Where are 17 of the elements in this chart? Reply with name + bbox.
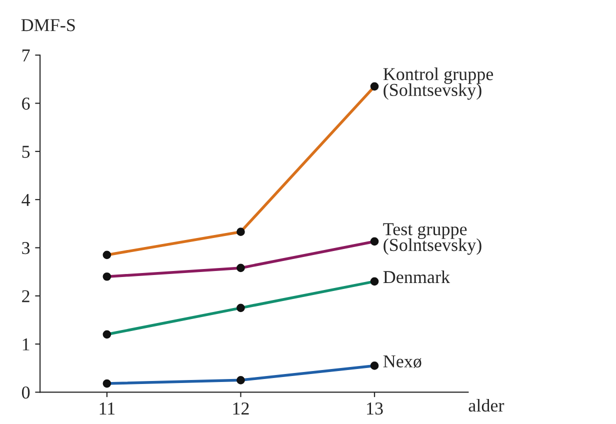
x-tick-label: 13 [367,402,383,415]
y-tick-label: 2 [22,290,30,302]
x-axis-title: alder [468,398,504,412]
y-tick-label: 0 [22,386,30,399]
series-label: Kontrol gruppe (Solntsevsky) [383,68,494,100]
y-tick-label: 3 [22,242,30,254]
y-tick-label: 6 [22,98,30,110]
series-label: Test gruppe (Solntsevsky) [383,223,482,255]
series-label: Denmark [383,270,450,284]
x-tick-label: 12 [233,402,249,414]
y-tick-label: 4 [22,194,30,206]
series-label: Nexø [383,355,422,368]
y-tick-label: 7 [22,50,30,62]
y-axis-title: DMF-S [21,19,75,32]
y-tick-label: 5 [22,146,30,158]
y-tick-label: 1 [22,338,30,350]
x-tick-label: 11 [100,402,115,414]
